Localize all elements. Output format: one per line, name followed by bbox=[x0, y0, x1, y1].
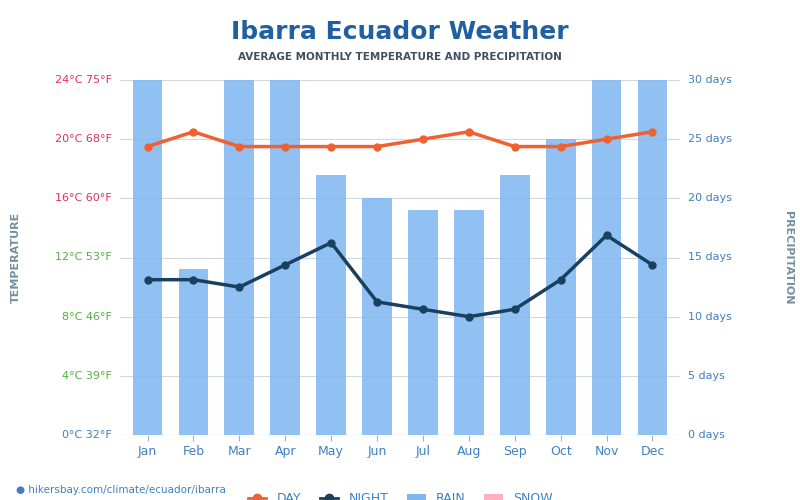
Text: ● hikersbay.com/climate/ecuador/ibarra: ● hikersbay.com/climate/ecuador/ibarra bbox=[16, 485, 226, 495]
Text: TEMPERATURE: TEMPERATURE bbox=[11, 212, 21, 303]
Bar bbox=[592, 80, 622, 435]
Text: 12°C 53°F: 12°C 53°F bbox=[55, 252, 112, 262]
Text: 0 days: 0 days bbox=[688, 430, 725, 440]
Bar bbox=[638, 80, 667, 435]
Text: 15 days: 15 days bbox=[688, 252, 732, 262]
Text: Ibarra Ecuador Weather: Ibarra Ecuador Weather bbox=[231, 20, 569, 44]
Bar bbox=[178, 270, 208, 435]
Text: 24°C 75°F: 24°C 75°F bbox=[55, 75, 112, 85]
Text: 4°C 39°F: 4°C 39°F bbox=[62, 371, 112, 381]
Legend: DAY, NIGHT, RAIN, SNOW: DAY, NIGHT, RAIN, SNOW bbox=[242, 488, 558, 500]
Text: 10 days: 10 days bbox=[688, 312, 732, 322]
Text: AVERAGE MONTHLY TEMPERATURE AND PRECIPITATION: AVERAGE MONTHLY TEMPERATURE AND PRECIPIT… bbox=[238, 52, 562, 62]
Bar bbox=[454, 210, 484, 435]
Text: 25 days: 25 days bbox=[688, 134, 732, 144]
Text: 16°C 60°F: 16°C 60°F bbox=[55, 194, 112, 203]
Bar bbox=[133, 80, 162, 435]
Text: PRECIPITATION: PRECIPITATION bbox=[783, 211, 793, 304]
Text: 30 days: 30 days bbox=[688, 75, 732, 85]
Bar bbox=[546, 139, 575, 435]
Text: 8°C 46°F: 8°C 46°F bbox=[62, 312, 112, 322]
Bar bbox=[500, 174, 530, 435]
Bar bbox=[270, 80, 300, 435]
Text: 20 days: 20 days bbox=[688, 194, 732, 203]
Bar bbox=[316, 174, 346, 435]
Text: 5 days: 5 days bbox=[688, 371, 725, 381]
Bar bbox=[408, 210, 438, 435]
Text: 0°C 32°F: 0°C 32°F bbox=[62, 430, 112, 440]
Bar bbox=[225, 80, 254, 435]
Text: 20°C 68°F: 20°C 68°F bbox=[55, 134, 112, 144]
Bar bbox=[362, 198, 392, 435]
